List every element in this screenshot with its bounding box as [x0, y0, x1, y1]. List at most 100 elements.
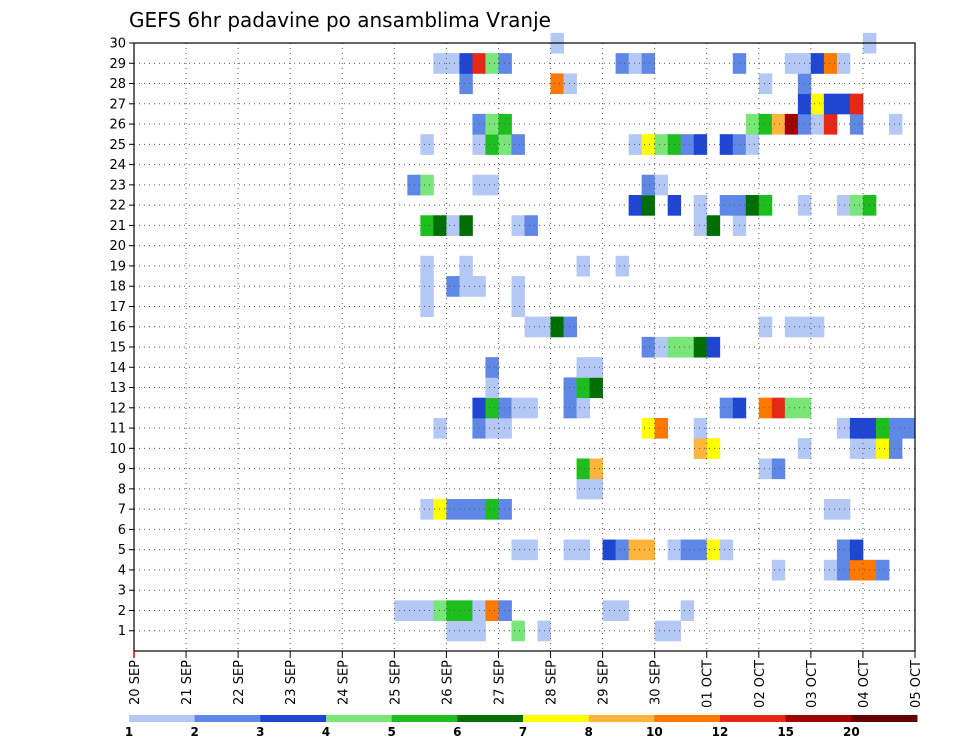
precip-cell: [459, 255, 473, 277]
x-tick-label: 04 OCT: [857, 660, 872, 708]
precip-cell: [654, 336, 669, 358]
precip-cell: [511, 296, 525, 317]
precip-cell: [836, 93, 851, 115]
precip-cell: [576, 458, 590, 480]
y-tick-label: 10: [109, 442, 126, 457]
precip-cell: [849, 438, 864, 459]
colorbar-label: 10: [646, 725, 663, 739]
precip-cell: [758, 73, 773, 95]
precip-cell: [641, 417, 656, 439]
precip-cell: [719, 539, 734, 561]
precip-cell: [485, 499, 499, 520]
colorbar-label: 3: [256, 725, 264, 739]
y-tick-label: 19: [109, 259, 126, 274]
precip-cell: [459, 215, 473, 236]
precip-cell: [693, 336, 708, 358]
y-tick-label: 12: [109, 401, 126, 416]
precip-cell: [628, 53, 643, 74]
colorbar-label: 5: [387, 725, 395, 739]
precip-cell: [485, 134, 499, 155]
precip-cell: [589, 478, 603, 500]
y-tick-label: 3: [118, 584, 126, 599]
y-tick-label: 2: [118, 604, 126, 619]
colorbar-swatch: [654, 715, 721, 722]
y-tick-label: 15: [109, 341, 126, 356]
precip-cell: [771, 458, 786, 480]
precip-cell: [576, 357, 590, 378]
precip-cell: [758, 195, 773, 216]
precip-cell: [836, 195, 851, 216]
precip-cell: [498, 397, 512, 419]
y-tick-label: 16: [109, 320, 126, 335]
precip-cell: [615, 53, 630, 74]
colorbar-label: 15: [777, 725, 794, 739]
precip-cell: [576, 397, 590, 419]
precip-cell: [498, 417, 512, 439]
precip-cell: [641, 336, 656, 358]
precip-cell: [433, 417, 447, 439]
colorbar-label: 20: [843, 725, 860, 739]
precip-cell: [849, 559, 864, 581]
precip-cell: [446, 499, 460, 520]
x-tick-label: 24 SEP: [336, 660, 351, 705]
precip-cell: [771, 113, 786, 135]
x-tick-label: 25 SEP: [388, 660, 403, 705]
precip-cell: [511, 276, 525, 297]
precip-cell: [745, 113, 760, 135]
precip-cell: [446, 53, 460, 74]
precip-cell: [615, 600, 630, 621]
colorbar: 1 2 3 4 5 6 7 8 10 12 15 20: [125, 715, 918, 739]
precip-cell: [758, 397, 773, 419]
precip-cell: [823, 53, 838, 74]
precip-cell: [628, 539, 643, 561]
precip-cell: [849, 417, 864, 439]
precip-cell: [485, 357, 499, 378]
precip-cell: [641, 134, 656, 155]
precip-cell: [784, 316, 799, 338]
precip-cell: [576, 377, 590, 399]
colorbar-label: 4: [322, 725, 330, 739]
precip-cell: [641, 195, 656, 216]
precip-cell: [849, 539, 864, 561]
precip-cell: [420, 600, 434, 621]
precip-cell: [550, 316, 564, 338]
precip-cell: [771, 397, 786, 419]
precip-cell: [563, 377, 577, 399]
y-tick-label: 28: [109, 77, 126, 92]
colorbar-swatch: [851, 715, 918, 722]
precip-cell: [680, 600, 695, 621]
x-tick-label: 28 SEP: [545, 660, 560, 705]
colorbar-swatch: [391, 715, 458, 722]
precip-cell: [485, 53, 499, 74]
colorbar-swatch: [588, 715, 655, 722]
y-tick-label: 13: [109, 381, 126, 396]
precip-cell: [836, 539, 851, 561]
colorbar-label: 2: [190, 725, 198, 739]
y-tick-label: 1: [118, 624, 126, 639]
precip-cell: [706, 539, 721, 561]
precip-cell: [511, 397, 525, 419]
precip-cell: [459, 499, 473, 520]
y-tick-label: 29: [109, 57, 126, 72]
precip-cell: [576, 539, 590, 561]
precip-cell: [485, 174, 499, 196]
precip-cell: [420, 499, 434, 520]
y-tick-label: 4: [118, 563, 126, 578]
precip-cell: [628, 195, 643, 216]
precip-cell: [693, 417, 708, 439]
colorbar-swatch: [194, 715, 261, 722]
precip-cell: [771, 559, 786, 581]
y-tick-label: 17: [109, 300, 126, 315]
x-tick-label: 22 SEP: [232, 660, 247, 705]
precip-cell: [446, 620, 460, 642]
precip-cell: [446, 600, 460, 621]
precip-cell: [849, 93, 864, 115]
precip-cell: [654, 134, 669, 155]
colorbar-swatch: [260, 715, 327, 722]
precip-cell: [836, 559, 851, 581]
precip-cell: [485, 397, 499, 419]
precip-cell: [758, 316, 773, 338]
y-tick-label: 18: [109, 280, 126, 295]
precip-cell: [823, 559, 838, 581]
